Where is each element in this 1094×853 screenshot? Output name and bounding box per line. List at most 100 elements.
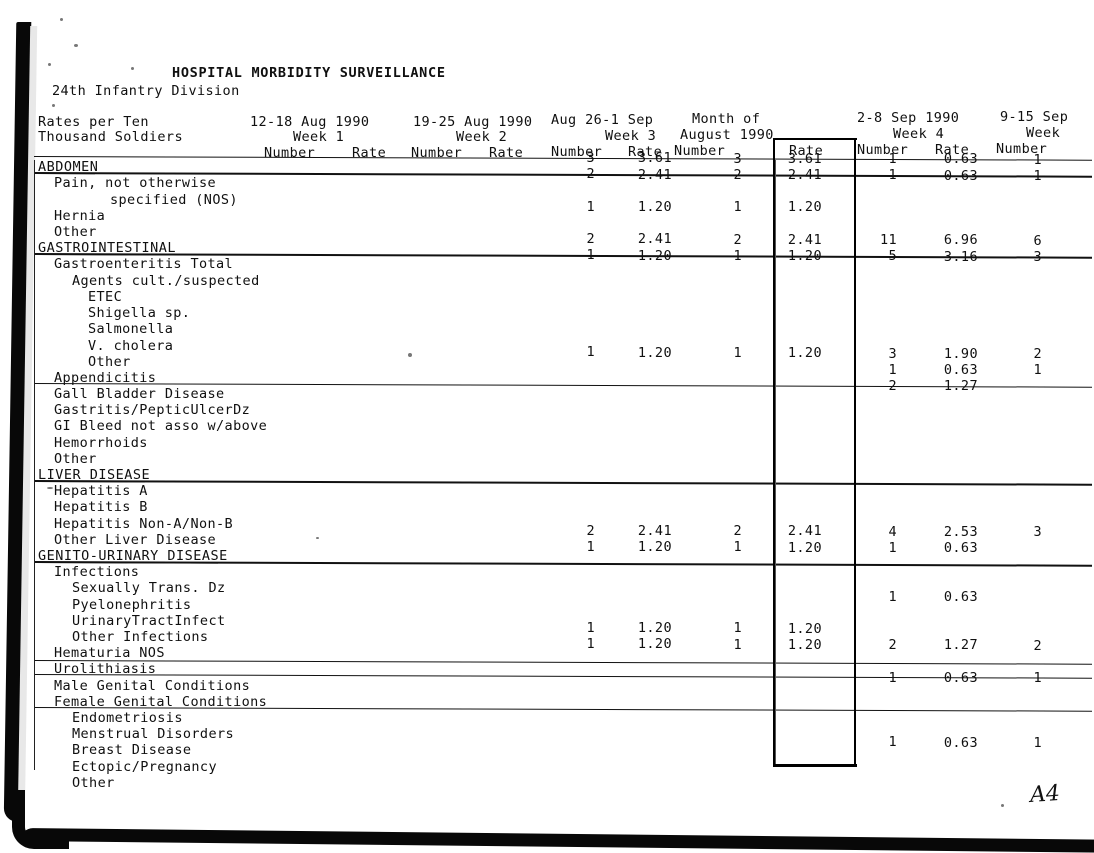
report-subtitle: 24th Infantry Division	[52, 83, 240, 99]
section-header-label: GENITO-URINARY DISEASE	[38, 547, 228, 564]
table-cell-week3-number: 1	[586, 538, 595, 555]
col-header-week-month: August 1990	[680, 127, 774, 143]
col-header-period-week3: Aug 26-1 Sep	[551, 112, 654, 128]
table-cell-week4-number: 11	[879, 232, 897, 249]
table-cell-week3-rate: 1.20	[637, 247, 672, 264]
table-row-label: Pyelonephritis	[72, 596, 192, 613]
scan-speck	[60, 18, 63, 21]
col-header-week-week2: Week 2	[456, 129, 508, 145]
table-cell-week5-number: 1	[1033, 151, 1042, 168]
table-cell-week3-rate: 3.61	[637, 150, 672, 167]
table-row-label: Female Genital Conditions	[54, 693, 268, 710]
table-cell-month-number: 2	[733, 523, 742, 540]
table-cell-week5-number: 3	[1033, 524, 1042, 541]
table-cell-month-rate: 2.41	[787, 167, 822, 184]
table-vertical-rule	[775, 160, 776, 766]
table-cell-week4-rate: 0.63	[943, 362, 978, 379]
table-row-label: Hernia	[54, 207, 106, 224]
rate-box-top	[773, 138, 857, 141]
table-row-label: GI Bleed not asso w/above	[54, 418, 268, 435]
col-header-number-week1: Number	[264, 145, 316, 161]
col-header-period-week5: 9-15 Sep	[1000, 109, 1069, 125]
col-header-week-week5: Week	[1026, 125, 1061, 141]
table-row-label: V. cholera	[88, 337, 174, 354]
table-cell-month-rate: 1.20	[787, 248, 822, 265]
table-row-label: Hepatitis A	[54, 483, 148, 500]
table-cell-week4-number: 1	[888, 588, 897, 605]
table-cell-week4-rate: 1.27	[943, 637, 978, 654]
table-row-label: Hematuria NOS	[54, 645, 165, 662]
table-cell-week4-number: 1	[888, 151, 897, 168]
table-cell-week4-number: 3	[888, 345, 897, 362]
table-cell-week4-rate: 0.63	[943, 167, 978, 184]
table-cell-week3-rate: 1.20	[637, 620, 672, 637]
scan-speck	[74, 44, 78, 47]
table-cell-week4-rate: 0.63	[943, 540, 978, 557]
table-cell-month-number: 1	[733, 344, 742, 361]
col-header-rate-week1: Rate	[352, 145, 387, 161]
table-rule	[33, 660, 1092, 665]
table-cell-week5-number: 1	[1033, 362, 1042, 379]
col-header-number-week5: Number	[996, 141, 1048, 157]
table-row-label: Infections	[54, 564, 140, 581]
table-cell-week3-number: 1	[586, 636, 595, 653]
table-cell-week3-number: 3	[586, 150, 595, 167]
table-row-label: Urolithiasis	[54, 661, 157, 678]
table-row-label: Other	[54, 450, 97, 467]
table-cell-week4-number: 1	[888, 361, 897, 378]
scan-speck	[1001, 804, 1004, 807]
table-cell-week5-number: 2	[1033, 346, 1042, 363]
rate-box-left	[773, 138, 776, 766]
scan-speck	[316, 537, 319, 539]
table-row-label: Gastritis/PepticUlcerDz	[54, 402, 251, 419]
table-cell-week4-rate: 0.63	[943, 151, 978, 168]
scan-speck	[408, 353, 412, 357]
table-cell-week3-number: 1	[586, 247, 595, 264]
table-row-label: Hepatitis B	[54, 499, 148, 516]
stub-header-line1: Rates per Ten	[38, 114, 149, 130]
table-row-label: Hepatitis Non-A/Non-B	[54, 515, 234, 532]
table-row-label: Endometriosis	[72, 710, 183, 727]
col-header-rate-month: Rate	[789, 143, 824, 159]
table-cell-month-number: 1	[733, 247, 742, 264]
table-cell-month-number: 2	[733, 231, 742, 248]
table-row-label: Male Genital Conditions	[54, 677, 251, 694]
col-header-number-month: Number	[674, 143, 726, 159]
table-vertical-rule	[34, 160, 35, 770]
section-header-label: GASTROINTESTINAL	[38, 240, 177, 257]
table-row-label: Shigella sp.	[88, 305, 191, 322]
table-cell-week5-number: 2	[1033, 637, 1042, 654]
scan-corner	[12, 790, 69, 849]
table-row-label: Other	[72, 774, 115, 791]
table-cell-week3-number: 1	[586, 198, 595, 215]
table-cell-week3-rate: 1.20	[637, 198, 672, 215]
table-cell-month-number: 1	[733, 539, 742, 556]
table-cell-week4-rate: 1.90	[943, 345, 978, 362]
table-row-label: Gall Bladder Disease	[54, 385, 225, 402]
table-cell-month-rate: 1.20	[787, 199, 822, 216]
table-cell-week4-number: 5	[888, 248, 897, 265]
table-cell-week5-number: 6	[1033, 232, 1042, 249]
table-row-label: Agents cult./suspected	[72, 272, 260, 289]
table-cell-week4-rate: 0.63	[943, 734, 978, 751]
rate-box-right	[854, 140, 857, 766]
col-header-number-week2: Number	[411, 145, 463, 161]
col-header-rate-week2: Rate	[489, 145, 524, 161]
table-cell-month-number: 1	[733, 620, 742, 637]
table-cell-week5-number: 1	[1033, 167, 1042, 184]
scan-speck	[52, 104, 55, 107]
table-cell-week3-number: 2	[586, 231, 595, 248]
table-cell-month-number: 1	[733, 636, 742, 653]
table-cell-month-rate: 1.20	[787, 539, 822, 556]
table-cell-week4-number: 1	[888, 669, 897, 686]
table-row-label: UrinaryTractInfect	[72, 612, 226, 629]
table-cell-week5-number: 3	[1033, 248, 1042, 265]
section-header-label: ABDOMEN	[38, 159, 99, 176]
table-row-label: Ectopic/Pregnancy	[72, 758, 217, 775]
table-row-label: ETEC	[88, 288, 123, 305]
table-cell-month-rate: 2.41	[787, 231, 822, 248]
col-header-rate-week4: Rate	[935, 142, 970, 158]
table-cell-week5-number: 1	[1033, 670, 1042, 687]
rate-box-bottom	[773, 764, 857, 767]
